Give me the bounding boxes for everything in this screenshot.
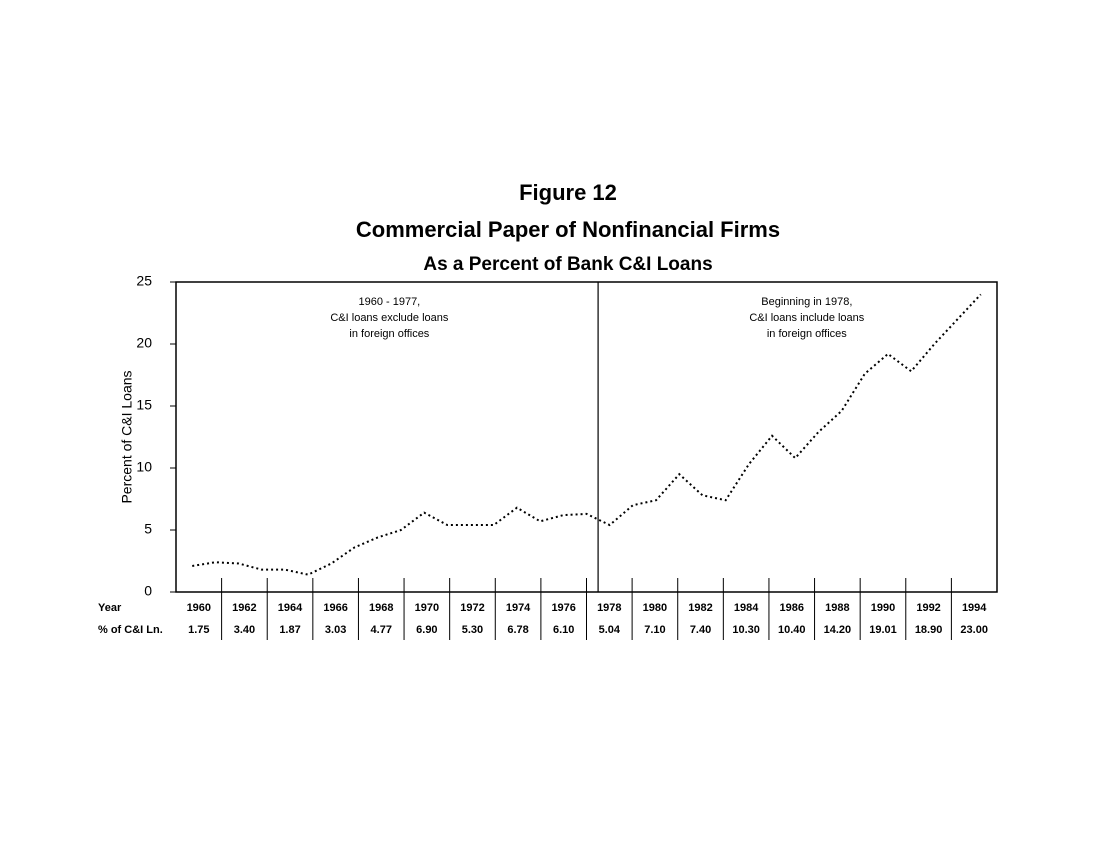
- table-percent: 10.30: [732, 624, 760, 636]
- table-percent: 23.00: [960, 624, 988, 636]
- table-year: 1978: [597, 602, 621, 614]
- table-percent: 19.01: [869, 624, 897, 636]
- table-percent: 6.90: [416, 624, 437, 636]
- y-tick-label: 20: [136, 335, 152, 351]
- annotation: in foreign offices: [767, 328, 847, 340]
- table-percent: 6.78: [507, 624, 528, 636]
- table-percent: 5.04: [599, 624, 621, 636]
- annotation: in foreign offices: [349, 328, 429, 340]
- chart-subtitle: Commercial Paper of Nonfinancial Firms: [356, 217, 780, 242]
- y-axis-label: Percent of C&I Loans: [119, 370, 135, 503]
- table-percent: 1.75: [188, 624, 209, 636]
- table-percent: 10.40: [778, 624, 806, 636]
- table-year: 1964: [278, 602, 303, 614]
- table-year: 1966: [323, 602, 347, 614]
- annotation: 1960 - 1977,: [358, 296, 420, 308]
- table-year: 1962: [232, 602, 256, 614]
- y-tick-label: 10: [136, 459, 152, 475]
- table-year: 1990: [871, 602, 895, 614]
- table-percent: 7.40: [690, 624, 711, 636]
- annotation: C&I loans include loans: [749, 312, 864, 324]
- table-year: 1988: [825, 602, 849, 614]
- plot-frame: [175, 281, 998, 593]
- chart-subtitle: As a Percent of Bank C&I Loans: [423, 254, 712, 275]
- table-percent: 18.90: [915, 624, 943, 636]
- y-tick-label: 0: [144, 583, 152, 599]
- table-year: 1982: [688, 602, 712, 614]
- table-row-label: Year: [98, 602, 122, 614]
- table-year: 1984: [734, 602, 759, 614]
- table-year: 1974: [506, 602, 531, 614]
- table-percent: 6.10: [553, 624, 574, 636]
- y-tick-label: 5: [144, 521, 152, 537]
- annotation: Beginning in 1978,: [761, 296, 852, 308]
- y-tick-label: 15: [136, 397, 152, 413]
- table-row-label: % of C&I Ln.: [98, 624, 163, 636]
- table-year: 1972: [460, 602, 484, 614]
- table-year: 1994: [962, 602, 987, 614]
- table-percent: 3.40: [234, 624, 255, 636]
- table-percent: 3.03: [325, 624, 346, 636]
- table-percent: 4.77: [371, 624, 392, 636]
- table-year: 1976: [551, 602, 575, 614]
- annotation: C&I loans exclude loans: [330, 312, 449, 324]
- table-percent: 14.20: [824, 624, 852, 636]
- table-percent: 5.30: [462, 624, 483, 636]
- chart-title: Figure 12: [519, 180, 617, 205]
- table-year: 1970: [415, 602, 439, 614]
- table-year: 1986: [780, 602, 804, 614]
- table-year: 1992: [916, 602, 940, 614]
- table-year: 1960: [187, 602, 211, 614]
- table-percent: 1.87: [279, 624, 300, 636]
- y-tick-label: 25: [136, 273, 152, 289]
- table-year: 1980: [643, 602, 667, 614]
- data-line: [192, 293, 982, 576]
- table-year: 1968: [369, 602, 393, 614]
- table-percent: 7.10: [644, 624, 665, 636]
